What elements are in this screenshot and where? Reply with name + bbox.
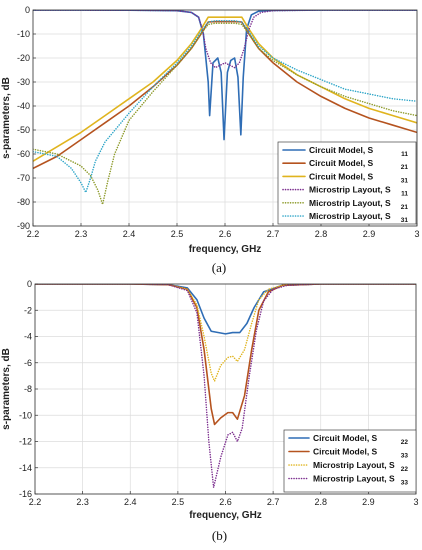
- y-tick-label: -50: [17, 125, 30, 135]
- x-tick-label: 3: [414, 229, 419, 239]
- x-tick-label: 2.5: [172, 497, 185, 507]
- legend-entry: Microstrip Layout, S 33: [288, 474, 409, 487]
- figure-caption: (a): [212, 260, 226, 275]
- legend-box: [283, 429, 417, 493]
- y-axis-label: s-parameters, dB: [1, 77, 12, 159]
- legend-label: Circuit Model, S: [313, 447, 378, 457]
- x-tick-label: 2.8: [315, 229, 328, 239]
- y-tick-label: 0: [25, 5, 30, 15]
- y-tick-label: 0: [27, 279, 32, 289]
- y-tick-label: -6: [24, 358, 32, 368]
- series-line-21-layout: [33, 22, 417, 206]
- x-tick-label: 2.6: [219, 229, 232, 239]
- chart-panel-2: 2.2 2.3 2.4 2.5 2.6 2.7 2.8 2.9 3 0 -2 -4 -6 -8 -10 -12…: [1, 279, 419, 543]
- x-tick-label: 2.5: [171, 229, 184, 239]
- y-tick-label: -8: [24, 384, 32, 394]
- legend-subscript: 31: [401, 177, 409, 184]
- x-tick-label: 2.9: [362, 497, 375, 507]
- legend-entry: Microstrip Layout, S 11: [282, 185, 408, 198]
- x-tick-label: 2.4: [124, 497, 137, 507]
- series-group: [33, 10, 417, 206]
- y-tick-label: -80: [17, 197, 30, 207]
- legend-label: Circuit Model, S: [309, 158, 374, 168]
- legend-label: Microstrip Layout, S: [313, 460, 395, 470]
- legend-subscript: 21: [401, 204, 409, 211]
- y-axis-label: s-parameters, dB: [1, 348, 12, 430]
- y-tick-label: -10: [17, 29, 30, 39]
- legend-label: Microstrip Layout, S: [309, 185, 391, 195]
- x-tick-label: 2.3: [76, 497, 89, 507]
- x-tick-label: 2.2: [29, 497, 42, 507]
- legend-entry: Circuit Model, S 21: [282, 158, 409, 171]
- series-line-31-model: [33, 16, 417, 162]
- y-tick-label: -10: [19, 410, 32, 420]
- y-tick-label: -16: [19, 489, 32, 499]
- legend-label: Circuit Model, S: [313, 433, 378, 443]
- series-group: [35, 284, 416, 489]
- x-tick-label: 3: [413, 497, 418, 507]
- legend-subscript: 33: [401, 480, 409, 487]
- legend-entry: Circuit Model, S 31: [282, 171, 409, 184]
- legend-entry: Circuit Model, S 33: [288, 447, 409, 460]
- y-tick-label: -4: [24, 332, 32, 342]
- legend-subscript: 31: [401, 217, 409, 224]
- legend-subscript: 11: [401, 151, 408, 158]
- x-tick-label: 2.2: [27, 229, 40, 239]
- legend-label: Microstrip Layout, S: [313, 474, 395, 484]
- legend-subscript: 22: [401, 439, 409, 446]
- y-tick-label: -30: [17, 77, 30, 87]
- y-tick-label: -14: [19, 463, 32, 473]
- legend-label: Microstrip Layout, S: [309, 198, 391, 208]
- legend-entry: Microstrip Layout, S 31: [282, 211, 409, 224]
- series-line-11-layout: [33, 10, 417, 69]
- legend-subscript: 22: [401, 466, 409, 473]
- legend-label: Circuit Model, S: [309, 171, 374, 181]
- y-tick-label: -20: [17, 53, 30, 63]
- legend-box: [277, 141, 417, 225]
- legend-label: Circuit Model, S: [309, 145, 374, 155]
- legend-entry: Microstrip Layout, S 21: [282, 198, 409, 211]
- series-line-33-layout: [35, 284, 416, 489]
- y-tick-label: -90: [17, 221, 30, 231]
- legend-entry: Circuit Model, S 22: [288, 433, 409, 446]
- y-tick-label: -40: [17, 101, 30, 111]
- y-tick-label: -12: [19, 437, 32, 447]
- legend-subscript: 33: [401, 453, 409, 460]
- legend-subscript: 21: [401, 164, 409, 171]
- x-axis-label: frequency, GHz: [189, 510, 262, 521]
- figure-caption: (b): [212, 528, 227, 543]
- x-tick-label: 2.7: [267, 497, 280, 507]
- series-line-22-layout: [35, 284, 416, 382]
- series-line-31-layout: [33, 20, 417, 194]
- x-axis-label: frequency, GHz: [189, 244, 262, 255]
- y-tick-label: -60: [17, 149, 30, 159]
- y-tick-label: -70: [17, 173, 30, 183]
- legend-subscript: 11: [401, 191, 408, 198]
- x-tick-label: 2.4: [123, 229, 136, 239]
- legend-label: Microstrip Layout, S: [309, 211, 391, 221]
- x-tick-label: 2.6: [219, 497, 232, 507]
- x-tick-label: 2.8: [314, 497, 327, 507]
- legend-entry: Microstrip Layout, S 22: [288, 460, 409, 473]
- chart-panel-1: 2.2 2.3 2.4 2.5 2.6 2.7 2.8 2.9 3 0 -10 -20 -30 -40 -5…: [1, 5, 420, 275]
- legend-entry: Circuit Model, S 11: [282, 145, 408, 158]
- x-tick-label: 2.9: [363, 229, 376, 239]
- series-line-21-model: [33, 20, 417, 170]
- x-tick-label: 2.7: [267, 229, 280, 239]
- y-tick-label: -2: [24, 305, 32, 315]
- x-tick-label: 2.3: [75, 229, 88, 239]
